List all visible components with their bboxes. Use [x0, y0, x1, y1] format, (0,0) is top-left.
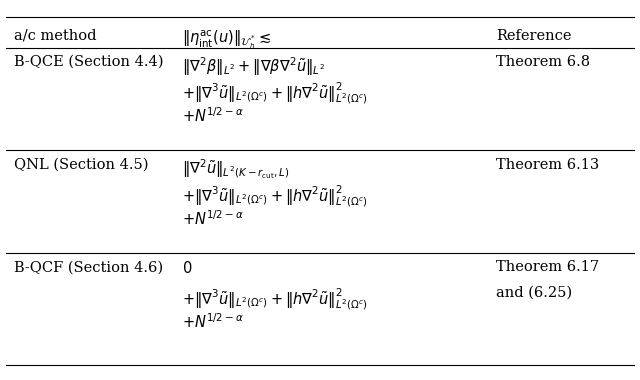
Text: $\|\eta_{\mathrm{int}}^{\mathrm{ac}}(u)\|_{\mathcal{U}_h^*} \lesssim$: $\|\eta_{\mathrm{int}}^{\mathrm{ac}}(u)\…	[182, 28, 272, 51]
Text: $+\|\nabla^3\tilde{u}\|_{L^2(\Omega^c)} + \|h\nabla^2\tilde{u}\|^2_{L^2(\Omega^c: $+\|\nabla^3\tilde{u}\|_{L^2(\Omega^c)} …	[182, 81, 369, 106]
Text: Theorem 6.13: Theorem 6.13	[496, 158, 599, 172]
Text: B-QCE (Section 4.4): B-QCE (Section 4.4)	[14, 55, 164, 69]
Text: $\|\nabla^2\beta\|_{L^2} + \|\nabla\beta\nabla^2\tilde{u}\|_{L^2}$: $\|\nabla^2\beta\|_{L^2} + \|\nabla\beta…	[182, 55, 326, 78]
Text: Theorem 6.8: Theorem 6.8	[496, 55, 590, 69]
Text: $+N^{1/2-\alpha}$: $+N^{1/2-\alpha}$	[182, 209, 244, 228]
Text: $\|\nabla^2\tilde{u}\|_{L^2(K-r_{\mathrm{cut}},L)}$: $\|\nabla^2\tilde{u}\|_{L^2(K-r_{\mathrm…	[182, 158, 290, 181]
Text: Theorem 6.17: Theorem 6.17	[496, 260, 599, 274]
Text: B-QCF (Section 4.6): B-QCF (Section 4.6)	[14, 260, 163, 274]
Text: and (6.25): and (6.25)	[496, 286, 572, 300]
Text: $0$: $0$	[182, 260, 193, 276]
Text: $+\|\nabla^3\tilde{u}\|_{L^2(\Omega^c)} + \|h\nabla^2\tilde{u}\|^2_{L^2(\Omega^c: $+\|\nabla^3\tilde{u}\|_{L^2(\Omega^c)} …	[182, 184, 369, 209]
Text: $+N^{1/2-\alpha}$: $+N^{1/2-\alpha}$	[182, 312, 244, 331]
Text: Reference: Reference	[496, 28, 572, 43]
Text: $+\|\nabla^3\tilde{u}\|_{L^2(\Omega^c)} + \|h\nabla^2\tilde{u}\|^2_{L^2(\Omega^c: $+\|\nabla^3\tilde{u}\|_{L^2(\Omega^c)} …	[182, 286, 369, 312]
Text: QNL (Section 4.5): QNL (Section 4.5)	[14, 158, 148, 172]
Text: $+N^{1/2-\alpha}$: $+N^{1/2-\alpha}$	[182, 107, 244, 125]
Text: a/c method: a/c method	[14, 28, 97, 43]
